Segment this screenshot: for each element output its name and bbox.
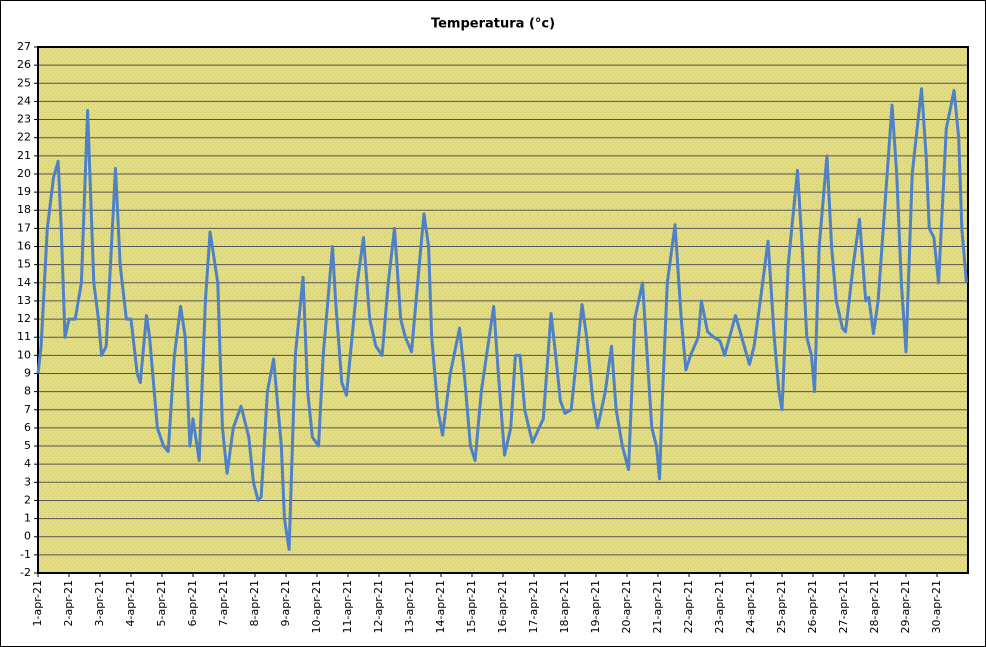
x-tick-label: 9-apr-21 <box>279 580 292 626</box>
x-tick-label: 28-apr-21 <box>868 580 881 633</box>
x-tick-label: 27-apr-21 <box>837 580 850 633</box>
x-tick-label: 22-apr-21 <box>682 580 695 633</box>
x-tick-label: 24-apr-21 <box>744 580 757 633</box>
y-tick-label: 17 <box>17 221 31 234</box>
y-tick-label: 19 <box>17 185 31 198</box>
y-tick-label: 23 <box>17 113 31 126</box>
x-tick-label: 4-apr-21 <box>124 580 137 626</box>
x-tick-label: 21-apr-21 <box>651 580 664 633</box>
y-tick-label: 0 <box>24 530 31 543</box>
y-tick-label: 2 <box>24 493 31 506</box>
y-tick-label: 7 <box>24 403 31 416</box>
x-tick-label: 14-apr-21 <box>434 580 447 633</box>
y-tick-label: 11 <box>17 330 31 343</box>
x-tick-label: 30-apr-21 <box>930 580 943 633</box>
x-tick-label: 25-apr-21 <box>775 580 788 633</box>
x-tick-label: 1-apr-21 <box>31 580 44 626</box>
x-tick-label: 15-apr-21 <box>465 580 478 633</box>
x-tick-label: 19-apr-21 <box>589 580 602 633</box>
y-tick-label: 22 <box>17 131 31 144</box>
x-tick-label: 16-apr-21 <box>496 580 509 633</box>
x-tick-label: 7-apr-21 <box>217 580 230 626</box>
y-tick-label: 16 <box>17 240 31 253</box>
x-tick-label: 20-apr-21 <box>620 580 633 633</box>
x-tick-label: 6-apr-21 <box>186 580 199 626</box>
y-tick-label: 13 <box>17 294 31 307</box>
y-tick-label: 24 <box>17 94 31 107</box>
x-tick-label: 23-apr-21 <box>713 580 726 633</box>
plot-area <box>38 47 968 573</box>
x-tick-label: 3-apr-21 <box>93 580 106 626</box>
x-tick-label: 18-apr-21 <box>558 580 571 633</box>
y-tick-label: 26 <box>17 58 31 71</box>
y-tick-label: 15 <box>17 258 31 271</box>
y-tick-label: -1 <box>20 548 31 561</box>
plot-border <box>37 46 969 574</box>
y-tick-label: 4 <box>24 457 31 470</box>
y-tick-label: 1 <box>24 512 31 525</box>
x-tick-label: 17-apr-21 <box>527 580 540 633</box>
y-tick-label: 9 <box>24 366 31 379</box>
y-tick-label: 3 <box>24 475 31 488</box>
x-tick-label: 5-apr-21 <box>155 580 168 626</box>
x-tick-label: 29-apr-21 <box>899 580 912 633</box>
y-tick-label: 27 <box>17 40 31 53</box>
x-tick-label: 10-apr-21 <box>310 580 323 633</box>
y-tick-label: 5 <box>24 439 31 452</box>
x-tick-label: 13-apr-21 <box>403 580 416 633</box>
x-tick-label: 11-apr-21 <box>341 580 354 633</box>
y-tick-label: 20 <box>17 167 31 180</box>
y-tick-label: 6 <box>24 421 31 434</box>
y-tick-label: 8 <box>24 385 31 398</box>
y-tick-label: 12 <box>17 312 31 325</box>
y-tick-label: 14 <box>17 276 31 289</box>
x-tick-label: 2-apr-21 <box>62 580 75 626</box>
y-tick-label: -2 <box>20 566 31 579</box>
y-tick-label: 10 <box>17 348 31 361</box>
x-tick-label: 26-apr-21 <box>806 580 819 633</box>
temperature-line <box>36 87 968 551</box>
x-tick-label: 8-apr-21 <box>248 580 261 626</box>
y-tick-label: 25 <box>17 76 31 89</box>
chart-title: Temperatura (°c) <box>431 17 555 32</box>
y-tick-label: 18 <box>17 203 31 216</box>
y-tick-label: 21 <box>17 149 31 162</box>
x-tick-label: 12-apr-21 <box>372 580 385 633</box>
